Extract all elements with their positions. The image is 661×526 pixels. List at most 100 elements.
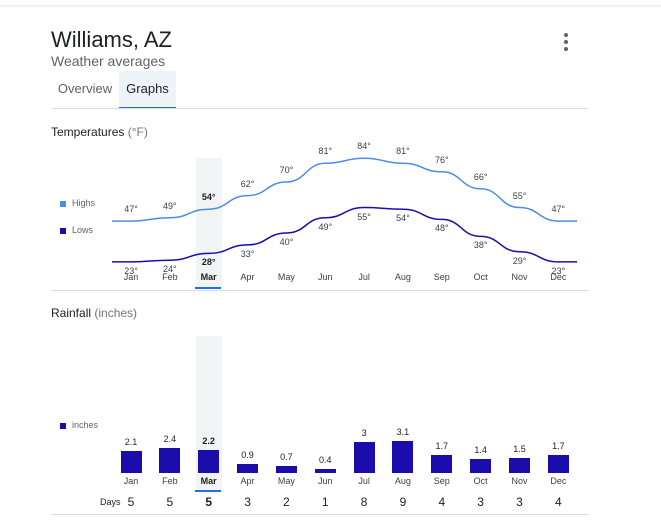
- rainfall-value-sep: 1.7: [435, 441, 449, 452]
- rain-month-dec[interactable]: Dec: [550, 476, 567, 486]
- lows-label-jun: 49°: [318, 221, 333, 232]
- rainfall-title-text: Rainfall: [51, 306, 92, 320]
- rainfall-bar-may: [275, 465, 297, 473]
- rain-month-nov[interactable]: Nov: [511, 476, 528, 486]
- rainy-days-mar: 5: [205, 495, 213, 509]
- temps-month-jan[interactable]: Jan: [123, 272, 139, 282]
- rainy-days-sep: 4: [438, 495, 446, 509]
- rainy-days-apr: 3: [244, 495, 251, 509]
- lows-label-nov: 29°: [512, 255, 527, 266]
- rainy-days-dec: 4: [555, 495, 562, 509]
- rain-month-apr[interactable]: Apr: [240, 476, 255, 486]
- lows-label-sep: 48°: [434, 223, 449, 234]
- rainfall-unit: (inches): [94, 306, 138, 320]
- rainfall-bar-oct: [470, 458, 492, 473]
- temps-month-may[interactable]: May: [277, 272, 295, 282]
- highs-label-jan: 47°: [124, 204, 138, 215]
- rainfall-value-mar: 2.2: [202, 436, 215, 447]
- highs-label-mar: 54°: [201, 192, 216, 203]
- legend-inches: inches: [60, 420, 98, 430]
- rain-month-may[interactable]: May: [277, 476, 295, 486]
- page-subtitle: Weather averages: [51, 53, 166, 69]
- rainfall-value-dec: 1.7: [552, 441, 565, 452]
- temps-month-mar[interactable]: Mar: [200, 272, 217, 282]
- temperatures-title-text: Temperatures: [51, 125, 125, 139]
- bottom-divider: [51, 514, 589, 515]
- highs-label-feb: 49°: [163, 200, 177, 211]
- tab-graphs-label: Graphs: [126, 81, 169, 96]
- rainy-days-jul: 8: [360, 495, 368, 509]
- rainfall-bar-jun: [314, 468, 336, 473]
- rain-month-aug[interactable]: Aug: [394, 476, 411, 486]
- rain-month-mar[interactable]: Mar: [200, 476, 217, 486]
- top-edge: [0, 0, 661, 6]
- selected-month-highlight-temps: [196, 158, 222, 288]
- temps-divider: [51, 290, 589, 291]
- selected-month-indicator-rain: [195, 490, 221, 492]
- rainfall-bar-feb: [159, 448, 181, 473]
- temps-month-dec[interactable]: Dec: [550, 272, 567, 282]
- selected-month-indicator-temps: [195, 287, 221, 289]
- tabs-divider: [51, 108, 589, 109]
- rainfall-value-aug: 3.1: [396, 427, 410, 438]
- legend-inches-label: inches: [72, 420, 99, 430]
- rainfall-bar-sep: [431, 455, 453, 473]
- rainy-days-aug: 9: [399, 495, 407, 509]
- rainfall-value-jan: 2.1: [124, 437, 138, 448]
- lows-label-dec: 23°: [551, 265, 566, 276]
- temps-month-oct[interactable]: Oct: [473, 272, 488, 282]
- legend-highs-label: Highs: [72, 198, 96, 208]
- lows-series-line: [111, 206, 577, 263]
- temps-month-jun[interactable]: Jun: [317, 272, 333, 282]
- highs-label-jun: 81°: [318, 146, 333, 157]
- highs-label-dec: 47°: [551, 204, 566, 215]
- highs-swatch: [60, 200, 66, 207]
- highs-label-aug: 81°: [396, 146, 410, 157]
- rainfall-value-nov: 1.5: [513, 443, 526, 454]
- temps-month-nov[interactable]: Nov: [511, 272, 528, 282]
- rainy-days-may: 2: [283, 495, 290, 509]
- temps-month-jul[interactable]: Jul: [358, 272, 370, 282]
- rainfall-bar-dec: [547, 455, 569, 473]
- rain-month-feb[interactable]: Feb: [162, 476, 178, 486]
- lows-label-jul: 55°: [357, 211, 371, 222]
- rain-month-jan[interactable]: Jan: [123, 476, 139, 486]
- rainfall-value-apr: 0.9: [241, 449, 254, 460]
- rain-month-jun[interactable]: Jun: [317, 476, 333, 486]
- inches-swatch: [60, 422, 66, 429]
- temps-month-apr[interactable]: Apr: [240, 272, 255, 282]
- highs-label-jul: 84°: [357, 141, 371, 152]
- rainy-days-nov: 3: [516, 495, 523, 509]
- lows-label-oct: 38°: [473, 240, 488, 251]
- highs-label-sep: 76°: [434, 154, 449, 165]
- legend-lows-label: Lows: [72, 225, 94, 235]
- rain-month-sep[interactable]: Sep: [433, 476, 450, 486]
- lows-label-jan: 23°: [124, 265, 138, 276]
- rain-month-oct[interactable]: Oct: [473, 476, 488, 486]
- rainfall-value-jun: 0.4: [318, 454, 332, 465]
- temps-month-sep[interactable]: Sep: [433, 272, 450, 282]
- rainfall-value-jul: 3: [361, 428, 367, 439]
- rain-month-jul[interactable]: Jul: [358, 476, 370, 486]
- tab-overview[interactable]: Overview: [57, 81, 113, 96]
- rainy-days-jun: 1: [321, 495, 329, 509]
- more-options-icon[interactable]: [556, 30, 576, 52]
- highs-label-apr: 62°: [240, 178, 255, 189]
- rainy-days-feb: 5: [166, 495, 174, 509]
- highs-label-may: 70°: [279, 165, 294, 175]
- highs-label-oct: 66°: [473, 171, 488, 182]
- legend-highs: Highs: [60, 198, 95, 208]
- lows-label-mar: 28°: [201, 257, 216, 268]
- lows-label-aug: 54°: [396, 213, 410, 224]
- rainfall-value-may: 0.7: [280, 451, 293, 462]
- temperatures-title: Temperatures (°F): [51, 125, 148, 139]
- rainfall-value-feb: 2.4: [163, 434, 177, 445]
- temps-month-aug[interactable]: Aug: [394, 272, 411, 282]
- days-label: Days: [100, 497, 121, 507]
- rainfall-value-oct: 1.4: [474, 444, 487, 455]
- temps-month-feb[interactable]: Feb: [162, 272, 178, 282]
- rainfall-title: Rainfall (inches): [51, 306, 137, 320]
- location-title: Williams, AZ: [51, 27, 172, 52]
- rainfall-bar-jul: [353, 442, 375, 473]
